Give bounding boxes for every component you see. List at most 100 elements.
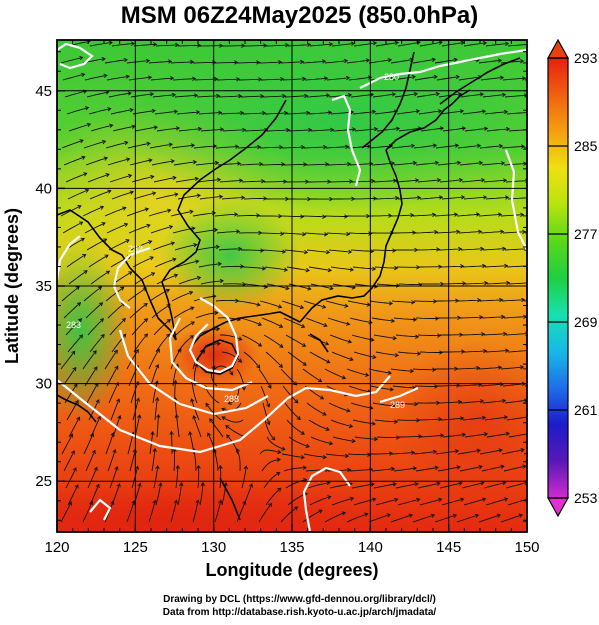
streamline-arrowhead: [439, 195, 444, 200]
streamline-arrowhead: [477, 298, 482, 303]
streamline: [370, 453, 393, 455]
streamline: [457, 449, 481, 455]
streamline-arrowhead: [322, 214, 327, 219]
streamline-arrowhead: [130, 41, 136, 46]
streamline: [90, 124, 113, 132]
streamline-arrowhead: [236, 229, 241, 234]
streamline: [353, 197, 377, 200]
streamline: [399, 435, 422, 438]
streamline-arrowhead: [341, 375, 347, 380]
streamline-arrowhead: [136, 414, 142, 419]
streamline: [505, 481, 527, 489]
streamline: [126, 208, 149, 217]
streamline-arrowhead: [256, 60, 261, 65]
streamline-arrowhead: [433, 74, 438, 80]
streamline-arrowhead: [455, 74, 460, 80]
streamline-arrowhead: [113, 349, 118, 354]
streamline-arrowhead: [457, 91, 463, 97]
streamline: [243, 44, 267, 47]
streamline: [484, 265, 508, 268]
streamline: [484, 111, 508, 115]
streamline: [373, 334, 397, 339]
streamline-arrowhead: [454, 449, 460, 454]
streamline: [375, 351, 399, 356]
streamline: [415, 317, 439, 319]
streamline-arrowhead: [282, 249, 287, 254]
streamline-arrowhead: [263, 196, 268, 201]
streamline-arrowhead: [236, 161, 242, 166]
streamline: [346, 59, 370, 64]
streamline: [219, 465, 222, 489]
streamline-arrowhead: [452, 513, 458, 518]
credit-line-drawing: Drawing by DCL (https://www.gfd-dennou.o…: [163, 594, 436, 605]
streamline-arrowhead: [483, 348, 488, 354]
streamline-arrowhead: [461, 349, 466, 354]
streamline-arrowhead: [483, 126, 489, 131]
streamline: [441, 498, 464, 506]
streamline: [508, 282, 527, 285]
streamline-arrowhead: [286, 127, 291, 133]
streamline: [352, 419, 376, 425]
streamline: [442, 351, 465, 353]
streamline: [441, 41, 465, 47]
streamline-arrowhead: [166, 319, 171, 324]
streamline-arrowhead: [280, 76, 285, 82]
streamline: [309, 351, 330, 364]
streamline-arrowhead: [127, 91, 132, 96]
streamline-arrowhead: [411, 300, 416, 305]
streamline: [507, 498, 527, 506]
streamline-arrowhead: [345, 75, 351, 81]
streamline: [528, 482, 550, 488]
streamline-arrowhead: [501, 398, 507, 404]
streamline: [439, 482, 462, 489]
streamline-arrowhead: [347, 92, 353, 98]
streamline: [237, 146, 261, 149]
streamline: [127, 287, 147, 302]
streamline-arrowhead: [105, 173, 110, 178]
streamline-arrowhead: [242, 500, 247, 505]
streamline-arrowhead: [238, 336, 243, 341]
streamline-arrowhead: [70, 450, 75, 455]
streamline-arrowhead: [411, 450, 416, 455]
streamline-arrowhead: [432, 449, 438, 455]
streamline: [350, 249, 374, 252]
streamline-arrowhead: [521, 297, 526, 303]
streamline: [420, 434, 444, 438]
streamline-arrowhead: [544, 465, 547, 469]
streamline: [327, 469, 351, 472]
streamline-arrowhead: [257, 144, 262, 150]
streamline-arrowhead: [394, 265, 399, 271]
streamline-arrowhead: [302, 361, 307, 366]
streamline-arrowhead: [319, 395, 325, 400]
streamline: [216, 230, 240, 234]
streamline-arrowhead: [346, 231, 351, 237]
streamline: [220, 265, 244, 268]
streamline-arrowhead: [504, 348, 510, 353]
streamline: [324, 511, 346, 523]
streamline-arrowhead: [68, 501, 72, 506]
streamline-arrowhead: [173, 499, 179, 504]
streamline: [107, 302, 125, 319]
streamline-arrowhead: [122, 333, 127, 338]
streamline-arrowhead: [279, 145, 284, 150]
streamline: [372, 249, 396, 252]
streamline-arrowhead: [173, 273, 179, 278]
streamline-arrowhead: [197, 126, 203, 132]
streamline-arrowhead: [483, 432, 489, 437]
streamline-arrowhead: [414, 401, 419, 407]
streamline: [205, 403, 222, 421]
streamline: [109, 466, 118, 489]
streamline: [391, 451, 415, 455]
streamline: [107, 449, 116, 472]
streamline: [376, 283, 400, 287]
streamline: [264, 419, 276, 441]
streamline: [109, 318, 126, 336]
streamline-arrowhead: [76, 416, 81, 421]
streamline: [442, 127, 466, 132]
streamline: [132, 110, 156, 115]
streamline-arrowhead: [196, 193, 201, 198]
streamline-arrowhead: [233, 212, 239, 217]
streamline: [126, 349, 139, 370]
streamline-arrowhead: [528, 128, 531, 132]
streamline: [68, 270, 88, 285]
